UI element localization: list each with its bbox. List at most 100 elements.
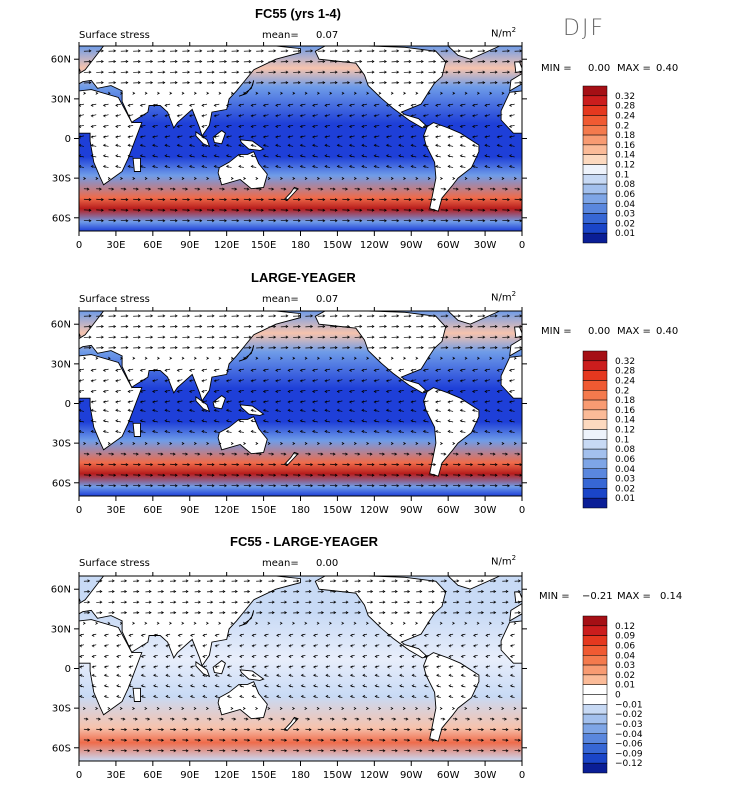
stress-arrowhead xyxy=(238,135,242,139)
stress-arrowhead xyxy=(125,324,129,328)
stress-arrowhead xyxy=(501,621,505,625)
stress-arrowhead xyxy=(287,135,291,139)
stress-arrowhead xyxy=(406,187,410,191)
stress-arrowhead xyxy=(374,654,378,658)
stress-arrowhead xyxy=(509,633,513,637)
stress-arrowhead xyxy=(101,473,104,477)
x-tick-label: 150E xyxy=(251,240,276,251)
stress-arrowhead xyxy=(508,103,512,107)
stress-arrowhead xyxy=(132,177,136,181)
stress-arrowhead xyxy=(358,589,361,593)
stress-arrowhead xyxy=(79,665,83,669)
colorbar-label: 0.2 xyxy=(615,386,629,396)
stress-arrowhead xyxy=(174,324,178,328)
stress-arrowhead xyxy=(433,473,437,477)
stress-arrowhead xyxy=(128,694,132,698)
stress-arrowhead xyxy=(394,749,398,753)
stress-arrowhead xyxy=(87,738,91,742)
x-tick-label: 30E xyxy=(106,770,125,781)
stress-arrowhead xyxy=(251,644,255,648)
stress-arrowhead xyxy=(150,70,154,74)
stress-arrowhead xyxy=(362,694,366,698)
stress-arrowhead xyxy=(123,187,127,191)
stress-arrowhead xyxy=(132,91,136,95)
stress-arrowhead xyxy=(347,473,351,477)
stress-arrowhead xyxy=(284,728,288,732)
land-borneo xyxy=(212,395,226,410)
stress-arrowhead xyxy=(172,452,176,456)
stress-arrowhead xyxy=(359,81,363,85)
colorbar-swatch xyxy=(582,134,608,146)
stress-arrowhead xyxy=(79,135,82,139)
stress-arrowhead xyxy=(408,335,412,339)
stress-arrowhead xyxy=(431,579,435,583)
stress-arrowhead xyxy=(464,177,468,181)
stress-arrowhead xyxy=(445,314,449,318)
stress-arrowhead xyxy=(276,694,279,698)
stress-arrowhead xyxy=(261,473,264,477)
colorbar-swatch xyxy=(582,105,608,116)
stress-arrowhead xyxy=(481,728,484,732)
stress-arrowhead xyxy=(518,579,521,583)
stress-arrowhead xyxy=(452,621,455,625)
stress-arrowhead xyxy=(235,589,238,593)
stress-arrowhead xyxy=(102,114,106,118)
stress-arrowhead xyxy=(470,59,474,63)
stress-arrowhead xyxy=(83,442,87,446)
stress-arrowhead xyxy=(356,717,360,721)
stress-arrowhead xyxy=(359,335,363,339)
stress-arrowhead xyxy=(102,154,106,158)
stress-arrowhead xyxy=(285,208,289,212)
stress-arrowhead xyxy=(333,749,337,753)
stress-arrowhead xyxy=(394,187,398,191)
stress-arrowhead xyxy=(384,473,387,477)
stress-arrowhead xyxy=(448,654,452,658)
colorbar-swatch xyxy=(582,674,608,685)
stress-arrowhead xyxy=(185,579,189,583)
stress-arrowhead xyxy=(470,70,474,74)
stress-arrowhead xyxy=(361,379,365,383)
stress-arrowhead xyxy=(324,368,328,372)
stress-arrowhead xyxy=(422,408,426,412)
stress-arrowhead xyxy=(201,154,205,158)
stress-arrowhead xyxy=(174,335,178,339)
stress-arrowhead xyxy=(362,684,366,688)
stress-arrowhead xyxy=(276,665,279,669)
stress-arrowhead xyxy=(211,463,215,467)
stress-arrowhead xyxy=(431,589,435,593)
land-sumatra xyxy=(195,396,211,413)
stress-arrowhead xyxy=(396,335,400,339)
colorbar-swatch xyxy=(582,762,608,774)
stress-arrowhead xyxy=(384,70,387,74)
stress-arrowhead xyxy=(366,442,370,446)
stress-arrowhead xyxy=(248,208,252,212)
mean-label: mean= xyxy=(262,30,299,41)
stress-arrowhead xyxy=(508,408,512,412)
stress-arrowhead xyxy=(199,335,203,339)
stress-arrowhead xyxy=(79,419,82,423)
stress-arrowhead xyxy=(208,717,212,721)
stress-arrowhead xyxy=(509,665,513,669)
land-africa xyxy=(79,619,143,716)
panel-large-yeager: LARGE-YEAGER Surface stress mean= 0.07 N… xyxy=(0,265,733,535)
stress-arrowhead xyxy=(304,91,308,95)
stress-arrowhead xyxy=(176,389,180,393)
stress-arrowhead xyxy=(248,70,252,74)
stress-arrowhead xyxy=(336,429,340,433)
stress-arrowhead xyxy=(382,749,386,753)
stress-arrowhead xyxy=(408,473,412,477)
stress-arrowhead xyxy=(235,728,238,732)
stress-arrowhead xyxy=(218,707,222,711)
stress-arrowhead xyxy=(242,621,246,625)
stress-arrowhead xyxy=(271,589,275,593)
stress-arrowhead xyxy=(123,452,127,456)
stress-arrowhead xyxy=(345,738,349,742)
stress-arrowhead xyxy=(396,49,400,53)
land-japan xyxy=(238,345,255,362)
stress-arrowhead xyxy=(329,707,332,711)
stress-arrowhead xyxy=(177,694,181,698)
stress-arrowhead xyxy=(193,707,197,711)
stress-arrowhead xyxy=(408,346,412,350)
stress-arrowhead xyxy=(201,114,205,118)
stress-arrowhead xyxy=(468,600,472,604)
